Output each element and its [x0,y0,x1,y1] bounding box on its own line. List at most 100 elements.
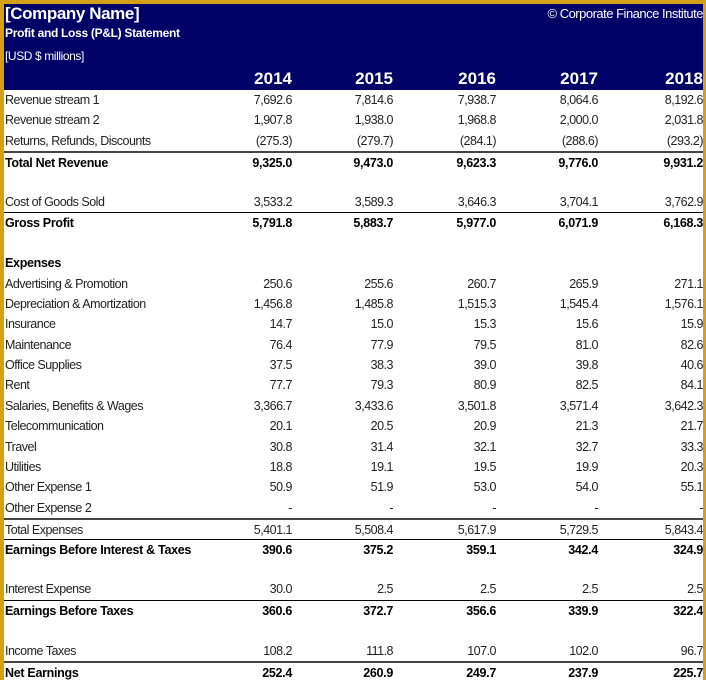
statement-title: Profit and Loss (P&L) Statement [5,26,180,40]
value-cell-2018: 3,762.9 [664,194,703,209]
row-label: Maintenance [5,337,72,352]
value-cell-2014: 5,791.8 [252,216,292,231]
row-label: Revenue stream 1 [5,93,100,107]
value-cell-2016: 356.6 [466,603,496,618]
value-cell-2017: 21.3 [575,419,599,434]
value-cell-2015: 15.0 [370,317,394,332]
value-cell-2017: 32.7 [575,439,599,454]
value-cell-2017: 81.0 [575,337,599,352]
value-cell-2015: 3,589.3 [354,194,394,209]
row-label: Depreciation & Amortization [5,296,146,311]
value-cell-2016: 249.7 [466,665,496,680]
value-cell-2014: 50.9 [269,480,293,495]
currency-units: [USD $ millions] [5,49,84,63]
value-cell-2016: 260.7 [467,276,496,291]
value-cell-2015: 255.6 [364,276,393,291]
spacer-row [4,233,703,253]
value-cell-2016: 20.9 [473,419,497,434]
row-label: Revenue stream 2 [5,113,100,128]
value-cell-2015: 1,938.0 [354,113,394,128]
value-cell-2017: 39.8 [575,358,599,373]
value-cell-2016: 3,501.8 [457,398,497,413]
row-label: Net Earnings [5,665,79,680]
value-cell-2017: 237.9 [568,665,598,680]
value-cell-2015: 375.2 [363,542,393,557]
value-cell-2015: 77.9 [370,337,394,352]
value-cell-2014: 20.1 [269,419,293,434]
value-cell-2014: 7,692.6 [253,93,293,107]
table-row-interest-expense: Interest Expense 30.0 2.5 2.5 2.5 2.5 [4,579,703,599]
row-label: Income Taxes [5,643,76,658]
table-row-salaries-benefits-wages: Salaries, Benefits & Wages 3,366.7 3,433.6… [4,396,703,416]
row-label: Advertising & Promotion [5,276,128,291]
row-label: Cost of Goods Sold [5,194,105,209]
value-cell-2018: 6,168.3 [663,216,703,231]
row-label: Salaries, Benefits & Wages [5,398,144,413]
table-row-total-net-revenue: Total Net Revenue 9,325.0 9,473.0 9,623.3 9,… [4,151,703,171]
value-cell-2014: 360.6 [262,603,292,618]
value-cell-2016: 9,623.3 [456,156,496,171]
table-row-income-taxes: Income Taxes 108.2 111.8 107.0 102.0 96.7 [4,641,703,661]
row-label: Total Expenses [5,523,83,538]
value-cell-2018: 2,031.8 [664,113,703,128]
value-cell-2014: 76.4 [269,337,293,352]
value-cell-2016: 39.0 [473,358,497,373]
row-label: Office Supplies [5,358,82,373]
row-label: Other Expense 1 [5,480,92,495]
pl-statement-sheet: [Company Name] © Corporate Finance Insti… [4,4,703,680]
year-header-2015: 2015 [355,69,393,88]
value-cell-2014: - [288,500,292,515]
value-cell-2014: 252.4 [262,665,292,680]
value-cell-2017: 54.0 [575,480,599,495]
table-row-cost-of-goods-sold: Cost of Goods Sold 3,533.2 3,589.3 3,646.3 3… [4,192,703,212]
value-cell-2014: 3,533.2 [253,194,293,209]
table-row-maintenance: Maintenance 76.4 77.9 79.5 81.0 82.6 [4,335,703,355]
table-row-utilities: Utilities 18.8 19.1 19.5 19.9 20.3 [4,457,703,477]
table-row-expenses: Expenses [4,253,703,273]
value-cell-2015: 51.9 [370,480,394,495]
spacer-row [4,620,703,640]
value-cell-2015: - [389,500,393,515]
value-cell-2017: (288.6) [561,133,599,148]
value-cell-2015: 2.5 [377,582,393,597]
value-cell-2015: 111.8 [366,643,393,658]
value-cell-2017: 82.5 [575,378,599,393]
value-cell-2016: 2.5 [480,582,496,597]
value-cell-2017: 342.4 [568,542,598,557]
value-cell-2018: 1,576.1 [664,296,703,311]
value-cell-2017: 3,704.1 [559,194,599,209]
value-cell-2014: 30.0 [269,582,293,597]
year-header-2018: 2018 [665,69,703,88]
table-row-advertising-promotion: Advertising & Promotion 250.6 255.6 260.7 26… [4,274,703,294]
value-cell-2017: 2,000.0 [559,113,599,128]
value-cell-2014: 18.8 [269,460,293,475]
value-cell-2016: 3,646.3 [457,194,497,209]
value-cell-2015: 20.5 [370,419,394,434]
statement-rows: Revenue stream 1 7,692.6 7,814.6 7,938.7 8,0… [4,90,703,680]
row-label: Insurance [5,317,56,332]
table-row-revenue-stream-1: Revenue stream 1 7,692.6 7,814.6 7,938.7 8,0… [4,90,703,110]
value-cell-2016: 80.9 [473,378,497,393]
value-cell-2017: 6,071.9 [558,216,598,231]
value-cell-2014: 14.7 [269,317,293,332]
value-cell-2016: 79.5 [473,337,497,352]
row-label: Other Expense 2 [5,500,92,515]
value-cell-2018: 225.7 [673,665,703,680]
value-cell-2015: 3,433.6 [354,398,394,413]
value-cell-2018: - [699,500,703,515]
row-label: Expenses [5,256,61,271]
row-label: Earnings Before Taxes [5,603,134,618]
value-cell-2017: 5,729.5 [559,523,599,538]
value-cell-2014: 3,366.7 [253,398,293,413]
value-cell-2015: 19.1 [370,460,394,475]
value-cell-2018: 9,931.2 [663,156,703,171]
value-cell-2016: 359.1 [466,542,496,557]
value-cell-2017: 19.9 [575,460,599,475]
value-cell-2018: 33.3 [680,439,703,454]
row-label: Telecommunication [5,419,104,434]
year-header-2016: 2016 [458,69,496,88]
value-cell-2018: 96.7 [680,643,703,658]
table-row-revenue-stream-2: Revenue stream 2 1,907.8 1,938.0 1,968.8 2,0… [4,110,703,130]
value-cell-2015: 372.7 [363,603,393,618]
value-cell-2017: 15.6 [575,317,599,332]
